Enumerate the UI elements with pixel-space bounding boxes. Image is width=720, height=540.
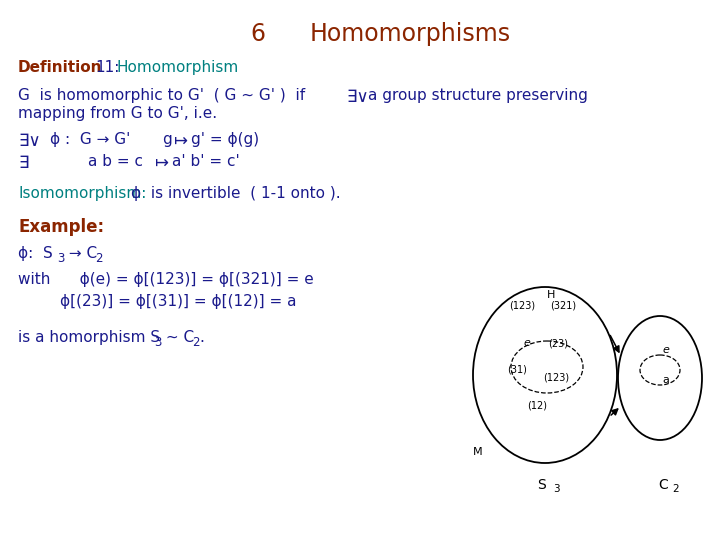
Text: ↦: ↦ [155,154,169,172]
Text: (31): (31) [507,365,527,375]
Text: ∃: ∃ [18,154,29,172]
Text: ∃∨: ∃∨ [346,88,369,106]
Text: (23): (23) [548,338,568,348]
Text: H: H [547,290,555,300]
Text: 2: 2 [95,252,102,265]
Text: ↦: ↦ [174,132,188,150]
Text: with      ϕ(e) = ϕ[(123)] = ϕ[(321)] = e: with ϕ(e) = ϕ[(123)] = ϕ[(321)] = e [18,272,314,287]
Text: 2: 2 [192,336,199,349]
Text: a' b' = c': a' b' = c' [172,154,240,169]
Text: e: e [662,345,669,355]
Text: S: S [537,478,546,492]
Text: G  is homomorphic to G'  ( G ~ G' )  if: G is homomorphic to G' ( G ~ G' ) if [18,88,305,103]
Text: 3: 3 [57,252,64,265]
Text: a b = c: a b = c [88,154,143,169]
Text: 3: 3 [553,484,559,494]
Text: (321): (321) [550,300,576,310]
Text: g: g [162,132,172,147]
Text: 11:: 11: [95,60,120,75]
Text: Homomorphisms: Homomorphisms [310,22,510,46]
Text: M: M [473,447,482,457]
Text: a: a [662,375,669,385]
Text: ϕ[(23)] = ϕ[(31)] = ϕ[(12)] = a: ϕ[(23)] = ϕ[(31)] = ϕ[(12)] = a [60,294,297,309]
Text: (12): (12) [527,400,547,410]
Text: mapping from G to G', i.e.: mapping from G to G', i.e. [18,106,217,121]
Text: Definition: Definition [18,60,102,75]
Text: Isomomorphism:: Isomomorphism: [18,186,146,201]
Text: ϕ  is invertible  ( 1-1 onto ).: ϕ is invertible ( 1-1 onto ). [131,186,341,201]
Text: ϕ:  S: ϕ: S [18,246,53,261]
Text: is a homorphism S: is a homorphism S [18,330,160,345]
Text: ∃∨: ∃∨ [18,132,40,150]
Text: ~ C: ~ C [161,330,194,345]
Text: .: . [199,330,204,345]
Text: Homomorphism: Homomorphism [116,60,238,75]
Text: → C: → C [64,246,97,261]
Text: e: e [523,338,530,348]
Text: a group structure preserving: a group structure preserving [368,88,588,103]
Text: (123): (123) [509,300,535,310]
Text: 3: 3 [154,336,161,349]
Text: C: C [658,478,667,492]
Text: g' = ϕ(g): g' = ϕ(g) [191,132,259,147]
Text: Example:: Example: [18,218,104,236]
Text: 6: 6 [251,22,266,46]
Text: 2: 2 [672,484,679,494]
Text: ϕ :  G → G': ϕ : G → G' [50,132,130,147]
Text: (123): (123) [543,372,569,382]
